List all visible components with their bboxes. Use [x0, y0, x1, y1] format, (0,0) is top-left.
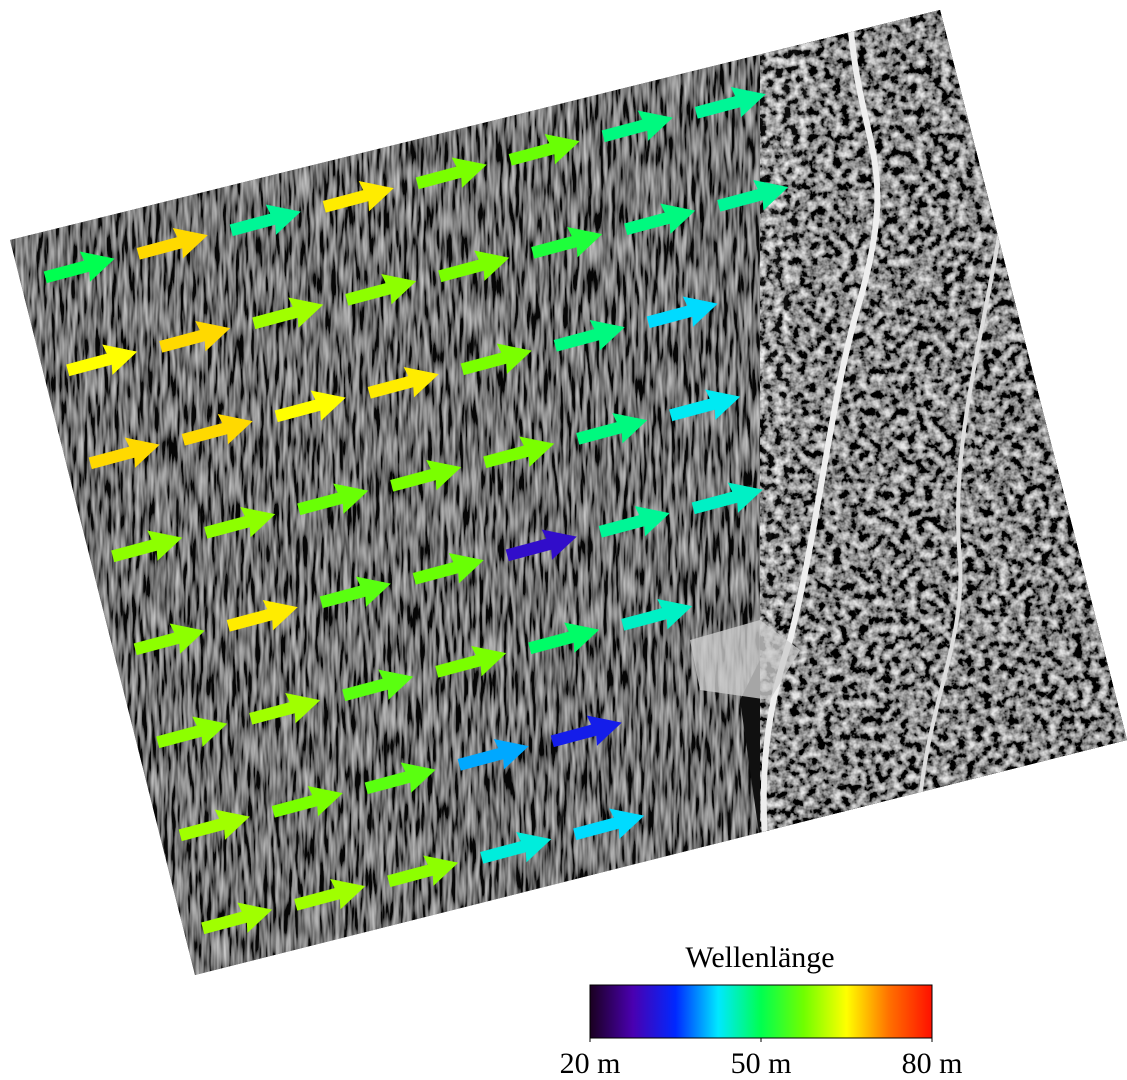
legend-title: Wellenlänge: [685, 941, 834, 974]
colorbar-tick-label: 50 m: [731, 1047, 792, 1080]
colorbar-tick-label: 80 m: [902, 1047, 963, 1080]
sar-map: Wellenlänge 20 m 50 m 80 m: [0, 0, 1127, 1080]
colorbar-tick-label: 20 m: [560, 1047, 621, 1080]
colorbar: [590, 985, 932, 1038]
